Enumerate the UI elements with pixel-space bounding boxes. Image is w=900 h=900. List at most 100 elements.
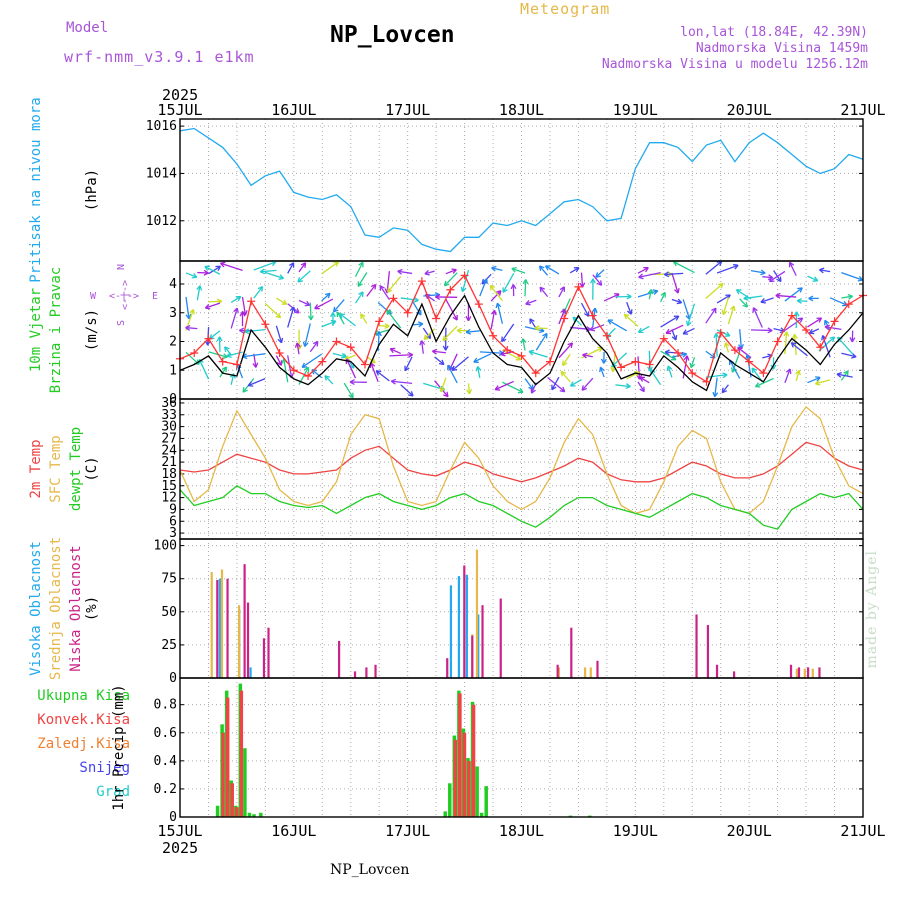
legend-label: Snijeg (79, 760, 130, 776)
y-tick-label: 12 (161, 491, 177, 506)
wind-arrow-head (829, 336, 835, 339)
wind-arrows (185, 260, 864, 399)
wind-arrow (522, 338, 526, 351)
wind-arrow-head (300, 262, 306, 266)
wind-arrow-head (224, 346, 227, 352)
y-tick-label: 0.2 (154, 782, 177, 797)
wind-arrow-head (413, 299, 419, 303)
wind-arrow-head (687, 321, 692, 327)
wind-arrow (386, 309, 402, 329)
wind-arrow (208, 265, 221, 275)
gust-marker (232, 360, 241, 369)
wind-arrow-head (808, 297, 814, 302)
y-axis-label: 1hr Precip (mm) (111, 684, 127, 810)
wind-arrow-head (278, 277, 284, 280)
wind-arrow (389, 354, 413, 357)
wind-arrow-head (391, 378, 397, 382)
wind-arrow (276, 297, 287, 305)
wind-arrow (837, 336, 854, 355)
wind-arrow-head (276, 361, 282, 366)
wind-arrow (260, 269, 277, 273)
bar (221, 732, 225, 817)
wind-arrow-head (296, 342, 301, 348)
y-axis-label: dewpt Temp (68, 427, 84, 511)
y-tick-label: 2 (169, 335, 177, 350)
wind-arrow (490, 310, 496, 330)
model-label: Model (66, 20, 109, 36)
wind-arrow-head (440, 387, 446, 393)
wind-arrow-head (625, 383, 631, 388)
wind-arrow-head (690, 363, 696, 369)
wind-arrow-head (525, 299, 530, 305)
wind-arrow-head (475, 366, 479, 372)
time-label-top: 18JUL (499, 101, 544, 119)
wind-arrow-head (734, 264, 739, 270)
wind-arrow (404, 356, 413, 372)
wind-arrow (297, 270, 311, 283)
wind-arrow (283, 358, 289, 383)
wind-arrow-head (584, 313, 589, 317)
wind-arrow-head (281, 358, 285, 364)
gust-marker (659, 334, 668, 343)
time-label-top: 20JUL (727, 101, 772, 119)
wind-arrow-head (600, 366, 605, 371)
wind-arrow-head (751, 367, 754, 374)
wind-arrow-head (843, 370, 849, 374)
wind-arrow (755, 377, 774, 388)
wind-arrow-head (357, 283, 363, 287)
wind-arrow (547, 377, 566, 393)
wind-arrow (298, 262, 307, 273)
wind-arrow (461, 269, 470, 292)
wind-arrow-head (719, 261, 723, 267)
wind-arrow (339, 313, 356, 327)
bar (246, 602, 250, 678)
gust-marker (645, 360, 654, 369)
wind-arrow (743, 295, 763, 300)
wind-arrow (378, 324, 390, 327)
wind-arrow-head (310, 315, 314, 321)
wind-arrow-head (378, 331, 382, 337)
wind-arrow-head (814, 276, 819, 282)
wind-arrow-head (434, 292, 440, 296)
wind-arrow (253, 353, 257, 368)
wind-arrow-head (444, 283, 450, 287)
panel-clouds: 0 25 50 75 100 Visoka Oblacnost Srednja Oblacn… (28, 537, 864, 686)
wind-arrow (424, 270, 435, 275)
wind-arrow-head (682, 353, 688, 358)
wind-arrow-head (715, 333, 720, 339)
wind-arrow-head (495, 302, 499, 309)
bar (457, 576, 460, 678)
compass-s-label: S (116, 320, 127, 326)
y-tick-label: 75 (161, 572, 177, 587)
wind-arrow-head (674, 289, 679, 294)
wind-arrow-head (239, 327, 245, 332)
bar (230, 783, 234, 817)
wind-arrow-head (512, 284, 517, 290)
wind-arrow (727, 305, 735, 325)
wind-compass-rose: N S W E <-|-><-|-> (90, 264, 158, 326)
wind-arrow (386, 271, 391, 294)
wind-arrow (528, 350, 548, 358)
wind-arrow-head (638, 276, 644, 280)
wind-arrow (731, 351, 741, 373)
wind-arrow (603, 293, 620, 302)
bar (226, 578, 229, 678)
wind-arrow-head (451, 365, 455, 371)
gust-marker (190, 349, 199, 357)
wind-arrow (539, 265, 549, 276)
bar (462, 732, 467, 817)
wind-arrow-head (789, 368, 792, 374)
wind-arrow (524, 378, 534, 390)
wind-arrow-head (596, 282, 602, 286)
wind-arrow (491, 267, 503, 271)
bar (239, 690, 244, 817)
y-tick-label: 0.6 (154, 726, 177, 741)
wind-arrow (690, 357, 696, 368)
wind-arrow (354, 261, 364, 277)
wind-arrow (444, 272, 458, 287)
wind-arrow-head (372, 357, 376, 364)
wind-arrow-head (408, 394, 414, 397)
wind-arrow (535, 333, 548, 351)
wind-arrow-head (791, 334, 796, 340)
wind-arrow-head (220, 261, 226, 264)
